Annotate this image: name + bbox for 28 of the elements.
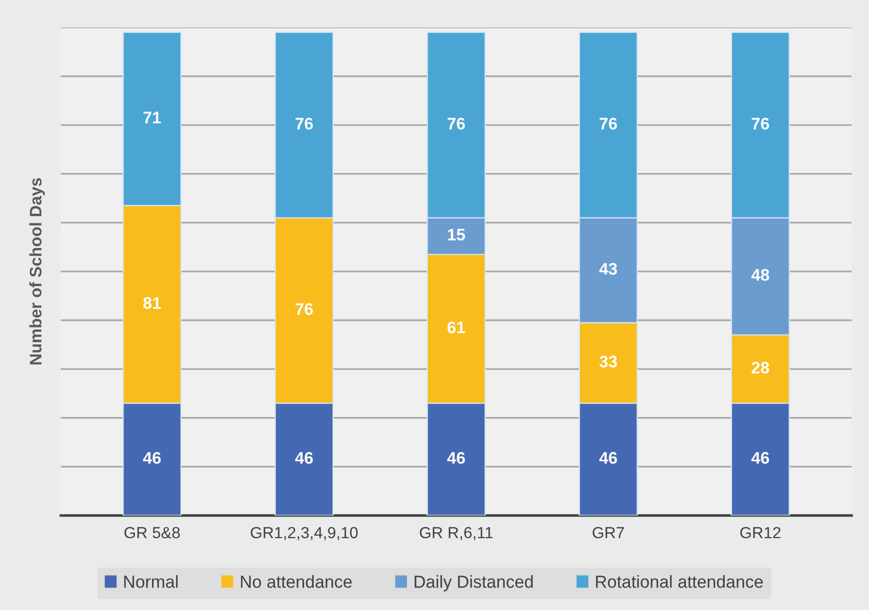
legend-label: Daily Distanced: [414, 575, 533, 592]
data-label: 46: [751, 452, 770, 464]
data-label: 76: [448, 118, 465, 130]
legend-label: Normal: [124, 575, 178, 588]
data-label: 76: [600, 118, 617, 130]
data-label: 61: [448, 321, 466, 334]
data-label: 71: [144, 112, 161, 124]
data-label: 48: [751, 269, 770, 281]
x-tick-label: GR 5&8: [124, 526, 180, 538]
x-tick-label: GR7: [592, 526, 624, 538]
data-label: 81: [143, 297, 161, 309]
data-label: 33: [599, 356, 617, 368]
y-axis-title: Number of School Days: [29, 178, 45, 364]
legend-label: Rotational attendance: [596, 575, 763, 588]
data-label: 46: [143, 452, 161, 464]
data-label: 28: [752, 362, 770, 374]
data-label: 46: [599, 452, 617, 464]
data-label: 43: [599, 262, 617, 275]
data-label: 76: [296, 118, 313, 130]
data-label: 15: [448, 228, 466, 241]
x-tick-label: GR R,6,11: [420, 526, 493, 540]
data-label: 76: [752, 118, 770, 130]
data-label: 46: [295, 452, 313, 464]
x-tick-label: GR12: [740, 526, 780, 538]
legend-label: No attendance: [240, 575, 352, 588]
x-tick-label: GR1,2,3,4,9,10: [250, 526, 358, 540]
data-label: 76: [296, 303, 313, 315]
data-label: 46: [447, 452, 465, 464]
